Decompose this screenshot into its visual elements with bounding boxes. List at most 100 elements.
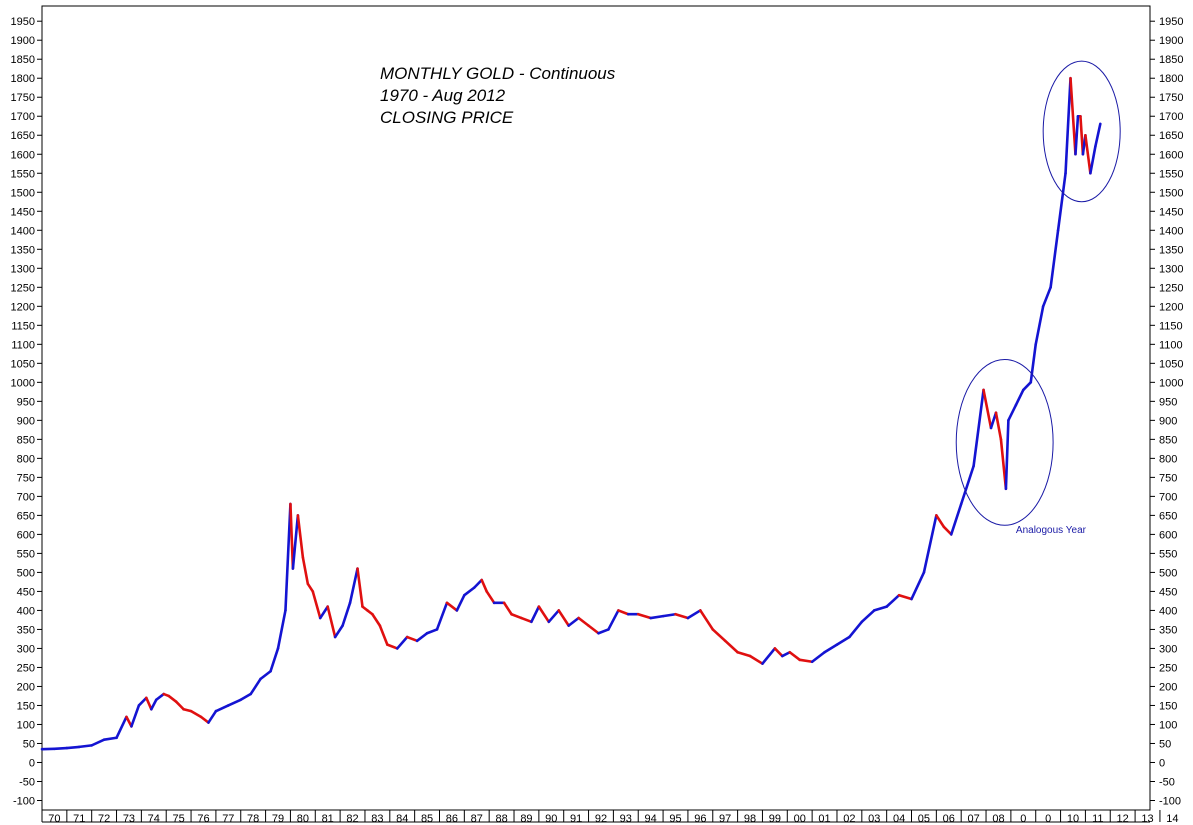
y-tick-label-left: 450	[17, 586, 35, 598]
y-tick-label-left: 0	[29, 757, 35, 769]
price-segment-up	[53, 746, 69, 751]
x-tick-label: 02	[843, 813, 855, 825]
x-tick-label: 84	[396, 813, 408, 825]
price-segment-up	[972, 388, 985, 468]
y-tick-label-left: 900	[17, 415, 35, 427]
y-tick-label-right: 650	[1159, 510, 1177, 522]
y-tick-label-left: 1650	[11, 130, 35, 142]
y-tick-label-left: 150	[17, 700, 35, 712]
price-segment-up	[137, 696, 148, 707]
x-tick-label: 91	[570, 813, 582, 825]
y-tick-label-right: 1450	[1159, 206, 1183, 218]
y-tick-label-right: 800	[1159, 453, 1177, 465]
y-tick-label-left: 1500	[11, 187, 35, 199]
price-segment-up	[910, 571, 926, 601]
price-segment-down	[167, 694, 178, 703]
x-tick-label: 76	[197, 813, 209, 825]
x-tick-label: 88	[495, 813, 507, 825]
y-tick-label-left: 500	[17, 567, 35, 579]
y-tick-label-right: 1350	[1159, 244, 1183, 256]
y-tick-label-left: 1000	[11, 377, 35, 389]
y-tick-label-right: 600	[1159, 529, 1177, 541]
y-tick-label-right: 1900	[1159, 35, 1183, 47]
price-segment-up	[885, 593, 901, 608]
x-tick-label: 90	[545, 813, 557, 825]
y-tick-label-right: 550	[1159, 548, 1177, 560]
price-segment-up	[102, 736, 118, 741]
price-segment-down	[699, 609, 715, 631]
price-segment-up	[341, 601, 352, 627]
y-axis-left: -100 -50 0 50 100 150 200 250 300 350 400 450 500 550…	[11, 16, 42, 807]
price-segment-down	[674, 612, 690, 620]
highlight-circles	[955, 60, 1121, 526]
x-tick-label: 08	[992, 813, 1004, 825]
y-tick-label-right: 300	[1159, 643, 1177, 655]
price-segment-up	[1049, 228, 1060, 289]
price-segment-up	[90, 738, 106, 747]
y-tick-label-left: 1750	[11, 92, 35, 104]
y-tick-label-left: 850	[17, 434, 35, 446]
price-segment-down	[723, 639, 739, 654]
price-segment-down	[311, 590, 322, 620]
price-segment-up	[547, 609, 561, 624]
x-tick-label: 71	[73, 813, 85, 825]
price-segment-up	[415, 631, 429, 643]
price-segment-down	[386, 643, 399, 650]
y-tick-label-right: 1200	[1159, 301, 1183, 313]
price-segment-down	[1069, 76, 1077, 156]
x-tick-label: 82	[346, 813, 358, 825]
y-tick-label-left: 1850	[11, 54, 35, 66]
price-segment-up	[607, 609, 620, 631]
x-tick-label: 00	[794, 813, 806, 825]
price-segment-down	[306, 582, 315, 593]
price-segment-down	[301, 555, 310, 586]
price-segment-down	[788, 650, 802, 662]
x-tick-label: 96	[694, 813, 706, 825]
price-segment-down	[405, 635, 419, 643]
price-segment-up	[1094, 122, 1102, 148]
y-tick-label-left: 50	[23, 738, 35, 750]
price-segment-up	[348, 567, 359, 605]
y-tick-label-right: 1300	[1159, 263, 1183, 275]
price-segment-up	[284, 502, 292, 612]
price-segment-up	[214, 704, 230, 713]
plot-frame	[41, 5, 1151, 811]
y-tick-label-left: 1100	[11, 339, 35, 351]
y-tick-label-right: 1500	[1159, 187, 1183, 199]
price-segment-down	[617, 609, 630, 616]
price-segment-down	[485, 590, 496, 605]
price-segment-down	[174, 700, 185, 711]
x-tick-label: 01	[818, 813, 830, 825]
price-segment-down	[935, 514, 946, 529]
y-tick-label-right: 250	[1159, 662, 1177, 674]
y-tick-label-right: 1850	[1159, 54, 1183, 66]
x-tick-label: 77	[222, 813, 234, 825]
price-segment-up	[150, 698, 158, 711]
price-segment-up	[259, 669, 272, 681]
x-tick-label: 78	[247, 813, 259, 825]
price-segment-down	[199, 715, 210, 724]
price-series	[40, 76, 1102, 751]
y-tick-label-left: 800	[17, 453, 35, 465]
x-tick-label: 11	[1092, 813, 1103, 825]
chart-title: MONTHLY GOLD - Continuous 1970 - Aug 201…	[380, 64, 616, 127]
x-tick-label: 85	[421, 813, 433, 825]
x-tick-label: 03	[868, 813, 880, 825]
y-tick-label-left: 1600	[11, 149, 35, 161]
x-tick-label: 92	[595, 813, 607, 825]
price-segment-up	[823, 643, 839, 654]
x-tick-label: 10	[1067, 813, 1079, 825]
y-tick-label-right: -50	[1159, 776, 1175, 788]
y-tick-label-right: 1950	[1159, 16, 1183, 28]
price-segment-down	[189, 709, 203, 719]
price-segment-up	[649, 614, 665, 620]
y-tick-label-left: 1050	[11, 358, 35, 370]
price-segment-down	[326, 605, 337, 639]
y-tick-label-right: 900	[1159, 415, 1177, 427]
x-tick-label: 73	[123, 813, 135, 825]
y-tick-label-left: 1950	[11, 16, 35, 28]
price-segment-up	[1041, 286, 1052, 308]
price-segment-down	[577, 616, 590, 627]
x-tick-label: 05	[918, 813, 930, 825]
price-segment-up	[207, 709, 218, 724]
